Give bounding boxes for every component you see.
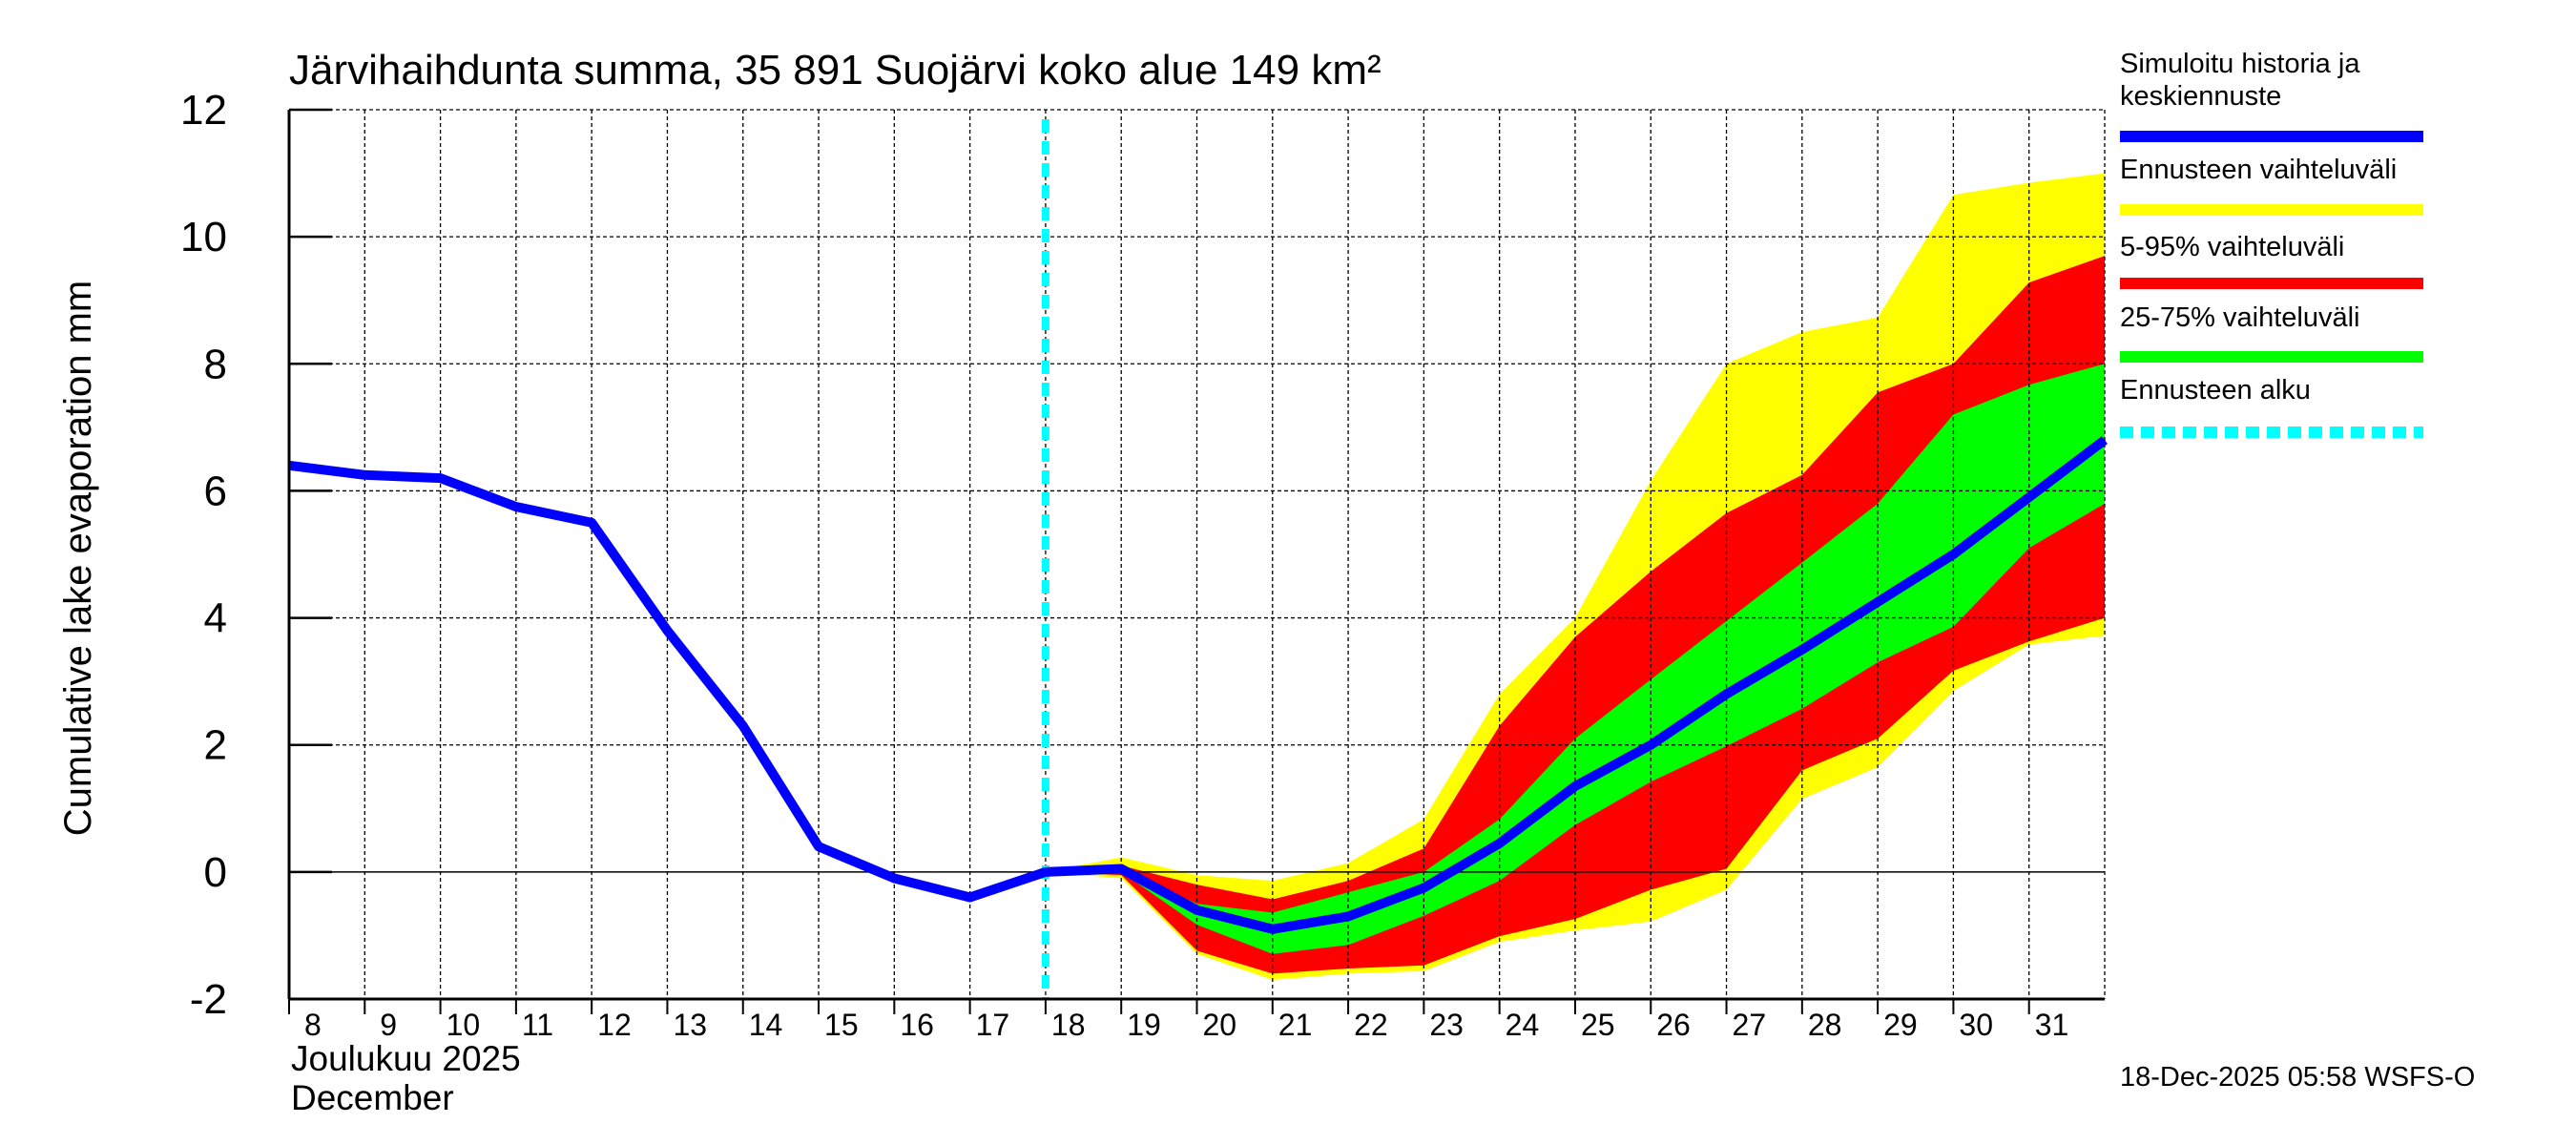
legend-label-simuloitu-historia-ja: Simuloitu historia ja <box>2120 49 2360 79</box>
x-tick-label: 12 <box>597 1008 632 1042</box>
x-tick-label: 19 <box>1127 1008 1161 1042</box>
x-tick-label: 8 <box>304 1008 322 1042</box>
x-tick-label: 13 <box>673 1008 707 1042</box>
x-tick-label: 11 <box>522 1008 553 1042</box>
x-tick-label: 26 <box>1656 1008 1691 1042</box>
y-tick-label: 10 <box>180 214 227 260</box>
y-tick-label: 2 <box>204 722 227 769</box>
legend-label-5-95-vaihteluv-li: 5-95% vaihteluväli <box>2120 232 2344 262</box>
legend-label-ennusteen-alku: Ennusteen alku <box>2120 375 2311 406</box>
x-tick-label: 27 <box>1733 1008 1767 1042</box>
y-tick-label: 0 <box>204 849 227 896</box>
x-tick-label: 31 <box>2035 1008 2069 1042</box>
x-tick-label: 10 <box>447 1008 481 1042</box>
x-tick-label: 9 <box>380 1008 397 1042</box>
band-5-95-vaihteluv-li <box>1045 256 2105 974</box>
x-tick-label: 21 <box>1278 1008 1313 1042</box>
x-axis-month-label-en: December <box>291 1078 454 1117</box>
x-tick-label: 20 <box>1203 1008 1237 1042</box>
band-ennusteen-vaihteluv-li <box>1045 173 2105 981</box>
grid <box>289 109 2106 999</box>
x-tick-label: 22 <box>1354 1008 1388 1042</box>
x-tick-label: 30 <box>1959 1008 1993 1042</box>
x-tick-label: 23 <box>1429 1008 1464 1042</box>
y-tick-label: 12 <box>180 87 227 134</box>
y-tick-label: 8 <box>204 341 227 387</box>
y-tick-label: -2 <box>190 976 227 1023</box>
history-median-line <box>288 436 2109 934</box>
x-tick-label: 17 <box>976 1008 1010 1042</box>
x-tick-label: 24 <box>1506 1008 1540 1042</box>
x-tick-label: 15 <box>824 1008 859 1042</box>
x-tick-label: 29 <box>1883 1008 1918 1042</box>
x-tick-label: 28 <box>1808 1008 1842 1042</box>
series-lines <box>288 119 2109 999</box>
forecast-bands <box>1045 173 2105 981</box>
y-tick-label: 4 <box>204 595 227 642</box>
x-tick-label: 25 <box>1581 1008 1615 1042</box>
legend-label-simuloitu-historia-ja-2: keskiennuste <box>2120 81 2281 112</box>
y-tick-label: 6 <box>204 468 227 514</box>
x-axis-month-label: Joulukuu 2025 <box>291 1039 521 1078</box>
chart-title: Järvihaihdunta summa, 35 891 Suojärvi ko… <box>289 47 1381 94</box>
legend-label-25-75-vaihteluv-li: 25-75% vaihteluväli <box>2120 302 2359 333</box>
x-tick-label: 14 <box>749 1008 783 1042</box>
band-25-75-vaihteluv-li <box>1045 364 2105 954</box>
footer-timestamp: 18-Dec-2025 05:58 WSFS-O <box>2120 1062 2475 1093</box>
y-axis-label: Cumulative lake evaporation mm <box>57 281 99 836</box>
x-tick-label: 16 <box>900 1008 934 1042</box>
x-tick-label: 18 <box>1051 1008 1086 1042</box>
legend-label-ennusteen-vaihteluv-li: Ennusteen vaihteluväli <box>2120 155 2397 185</box>
